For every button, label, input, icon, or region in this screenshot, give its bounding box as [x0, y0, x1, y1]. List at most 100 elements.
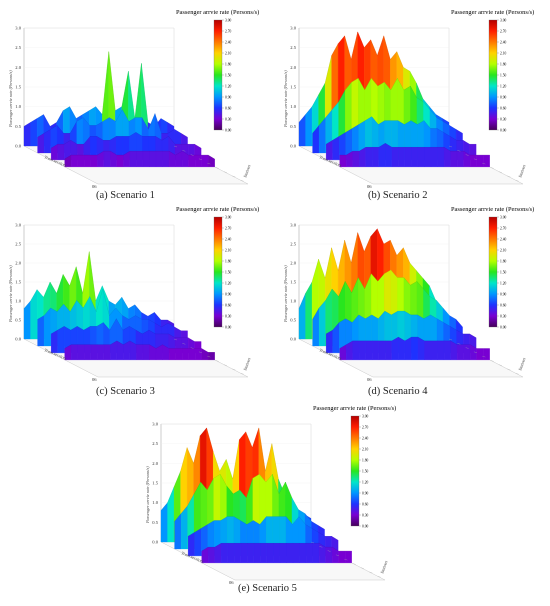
surface-band	[456, 151, 464, 168]
station-tick	[215, 360, 219, 362]
z-tick-label: 0.0	[290, 337, 296, 342]
surface-band	[129, 151, 137, 168]
surface-band	[97, 344, 104, 361]
z-tick-label: 3.0	[290, 26, 296, 31]
z-axis-label: Passenger arrvie rate (Persons/s)	[8, 265, 13, 323]
surface-ridge-line	[64, 340, 215, 353]
colorbar-gradient	[350, 415, 360, 527]
surface-band	[305, 106, 313, 147]
colorbar-tick-label: 0.90	[225, 292, 231, 296]
colorbar: 3.00 2.70 2.40 2.10 1.80 1.50 1.20 0.90 0.60 0.30…	[313, 405, 396, 528]
surface-band	[103, 151, 111, 168]
station-tick	[448, 145, 453, 148]
surface-band	[149, 151, 157, 168]
surface-ridge-line	[312, 77, 463, 134]
colorbar-title: Passenger arrvie rate (Persons/s)	[451, 206, 534, 213]
station-tick	[223, 171, 227, 173]
station-tick	[498, 364, 502, 366]
chart-scenario-1: 3.0 2.5 2.0 1.5 1.0 0.5 0.0 Passenger arrvie ra…	[8, 9, 259, 189]
surface-band	[168, 348, 176, 361]
chart-scenario-3: 3.0 2.5 2.0 1.5 1.0 0.5 0.0 Passenger arrvie ra…	[8, 206, 259, 383]
plot-area: 3.0 2.5 2.0 1.5 1.0 0.5 0.0 Passenger arrvie ra…	[145, 422, 389, 586]
surface-ridge-line	[201, 543, 352, 552]
surface-band	[208, 352, 215, 361]
x-end-tick: 06	[92, 377, 97, 382]
z-tick-label: 2.5	[290, 242, 296, 247]
colorbar-tick-label: 0.60	[362, 502, 368, 506]
x-end-tick: 06	[367, 184, 372, 189]
surface-band	[201, 348, 209, 361]
surface-band	[332, 136, 340, 161]
z-tick-label: 1.5	[15, 280, 21, 285]
colorbar-tick-label: 2.70	[362, 425, 368, 429]
colorbar-tick-label: 1.80	[362, 458, 368, 462]
station-tick	[190, 154, 194, 156]
z-tick-label: 2.0	[290, 261, 296, 266]
plot-area: 3.0 2.5 2.0 1.5 1.0 0.5 0.0 Passenger arrvie ra…	[8, 223, 252, 383]
station-tick	[327, 550, 331, 552]
colorbar-tick-label: 2.10	[362, 447, 368, 451]
z-tick-label: 2.5	[15, 242, 21, 247]
colorbar-tick-label: 1.50	[500, 73, 506, 77]
z-tick-label: 1.5	[15, 85, 21, 90]
station-tick	[182, 150, 186, 152]
surface-band	[298, 114, 306, 147]
colorbar-tick-label: 3.00	[362, 414, 368, 418]
colorbar-tick-label: 0.90	[362, 491, 368, 495]
surface-band	[175, 348, 183, 361]
station-tick	[182, 343, 186, 345]
y-axis-label: Stations	[379, 560, 388, 575]
surface-ridge-line	[188, 516, 339, 541]
surface-band	[292, 543, 300, 564]
surface-band	[391, 147, 399, 168]
station-tick	[310, 541, 315, 544]
surface-ridge-line	[339, 143, 490, 156]
z-tick-label: 3.0	[152, 422, 158, 427]
colorbar-tick-label: 0.60	[500, 106, 506, 110]
surface-band	[299, 543, 307, 564]
station-tick	[173, 145, 178, 148]
surface-band	[57, 144, 65, 161]
colorbar-tick-label: 0.00	[500, 128, 506, 132]
surface-band	[378, 340, 386, 361]
z-tick-label: 2.5	[15, 45, 21, 50]
surface-band	[456, 344, 464, 361]
surface-band	[398, 336, 406, 361]
surface-band	[365, 340, 373, 361]
surface-band	[71, 344, 78, 361]
surface-band	[77, 344, 85, 361]
z-tick-label: 1.0	[152, 500, 158, 505]
station-tick	[240, 373, 244, 375]
surface-band	[136, 151, 144, 168]
z-tick-label: 2.0	[290, 65, 296, 70]
surface-band	[273, 543, 281, 564]
surface-band	[286, 543, 294, 564]
colorbar-title: Passenger arrvie rate (Persons/s)	[176, 206, 259, 213]
station-tick	[198, 158, 203, 160]
station-tick	[473, 158, 478, 160]
surface-band	[227, 543, 235, 564]
surface-band	[437, 340, 445, 361]
z-tick-label: 1.5	[152, 481, 158, 486]
colorbar-tick-label: 0.60	[500, 303, 506, 307]
caption-scenario-1: (a) Scenario 1	[96, 190, 155, 201]
surface-band	[463, 344, 471, 361]
station-tick	[369, 571, 373, 574]
surface-ridge-line	[37, 288, 188, 331]
station-tick	[465, 154, 469, 156]
caption-scenario-3: (c) Scenario 3	[96, 386, 155, 397]
surface-band	[57, 326, 65, 354]
colorbar-tick-label: 0.30	[362, 513, 368, 517]
z-tick-label: 0.5	[15, 124, 21, 129]
station-tick	[515, 180, 519, 182]
z-axis-label: Passenger arrvie rate (Persons/s)	[8, 70, 13, 128]
surface-band	[234, 543, 241, 564]
surface-band	[181, 348, 189, 361]
station-tick	[207, 162, 211, 165]
surface-band	[372, 147, 379, 168]
station-tick	[482, 355, 486, 358]
colorbar-tick-label: 0.60	[225, 303, 231, 307]
surface-band	[162, 151, 170, 168]
surface-band	[116, 154, 124, 168]
colorbar-tick-label: 0.30	[500, 117, 506, 121]
